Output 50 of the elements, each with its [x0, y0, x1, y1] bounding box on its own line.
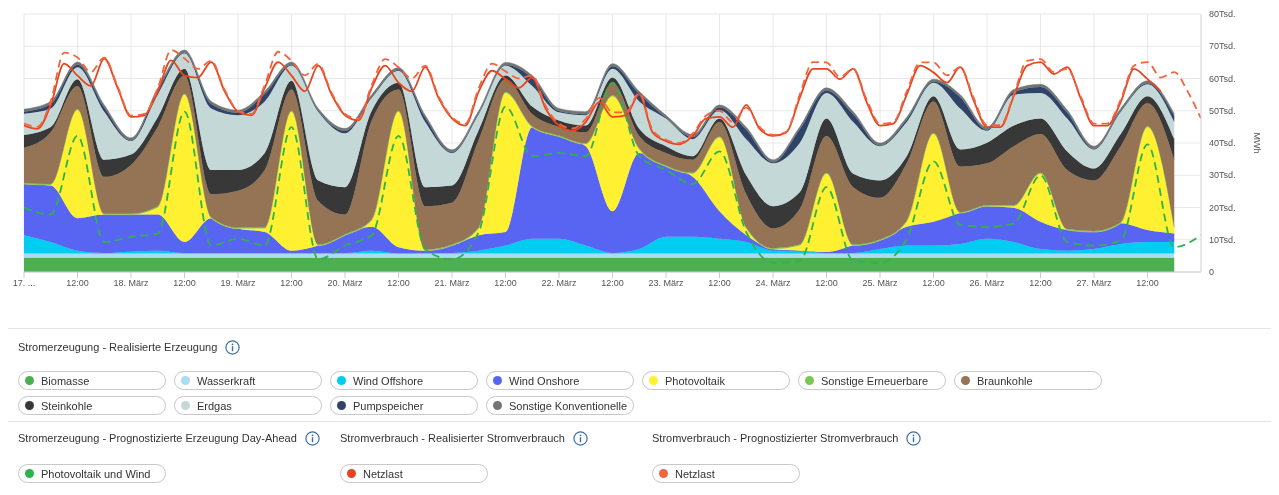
y-tick-label: 30Tsd.: [1209, 170, 1236, 181]
legend-label: Netzlast: [675, 467, 715, 480]
legend-label: Wind Offshore: [353, 374, 424, 387]
y-tick-label: 70Tsd.: [1209, 41, 1236, 52]
x-tick-label: 18. März: [113, 278, 149, 289]
x-tick-label: 12:00: [280, 278, 303, 289]
x-tick-label: 20. März: [327, 278, 363, 289]
x-tick-label: 21. März: [434, 278, 470, 289]
legend-label: Sonstige Konventionelle: [509, 399, 628, 412]
y-tick-label: 60Tsd.: [1209, 73, 1236, 84]
text: Stromerzeugung - Prognostizierte Erzeugung Day-Ahead: [18, 432, 297, 444]
x-tick-label: 22. März: [541, 278, 577, 289]
x-tick-label: 17. ...: [12, 278, 36, 289]
x-tick-label: 27. März: [1076, 278, 1112, 289]
legend-label: Wind Onshore: [509, 374, 580, 387]
y-tick-label: 40Tsd.: [1209, 138, 1236, 149]
legend-label: Photovoltaik und Wind: [41, 467, 151, 480]
x-tick-label: 19. März: [220, 278, 256, 289]
x-tick-label: 12:00: [601, 278, 624, 289]
x-tick-label: 12:00: [922, 278, 945, 289]
legend-label: Wasserkraft: [197, 374, 256, 387]
y-tick-label: 0: [1209, 267, 1215, 278]
x-tick-label: 12:00: [387, 278, 410, 289]
legend-label: Braunkohle: [977, 374, 1033, 387]
legend-label: Biomasse: [41, 374, 90, 387]
x-tick-label: 12:00: [1029, 278, 1052, 289]
x-tick-label: 12:00: [173, 278, 196, 289]
legend-label: Pumpspeicher: [353, 399, 424, 412]
x-tick-label: 26. März: [969, 278, 1005, 289]
text: Stromverbrauch - Realisierter Stromverbrauch: [340, 432, 565, 444]
text: Stromverbrauch - Prognostizierter Stromverbrauch: [652, 432, 899, 444]
x-tick-label: 25. März: [862, 278, 898, 289]
x-tick-label: 12:00: [66, 278, 89, 289]
x-tick-label: 12:00: [815, 278, 838, 289]
x-tick-label: 24. März: [755, 278, 791, 289]
text: Stromerzeugung - Realisierte Erzeugung: [18, 341, 218, 353]
y-tick-label: 50Tsd.: [1209, 105, 1236, 116]
x-tick-label: 12:00: [1136, 278, 1159, 289]
legend-label: Sonstige Erneuerbare: [821, 374, 929, 387]
legend-label: Photovoltaik: [665, 374, 725, 387]
x-tick-label: 12:00: [494, 278, 517, 289]
legend-label: Netzlast: [363, 467, 403, 480]
legend-label: Steinkohle: [41, 399, 93, 412]
legend-label: Erdgas: [197, 399, 232, 412]
y-tick-label: 10Tsd.: [1209, 234, 1236, 245]
x-tick-label: 23. März: [648, 278, 684, 289]
x-tick-label: 12:00: [708, 278, 731, 289]
y-tick-label: 20Tsd.: [1209, 202, 1236, 213]
y-tick-label: 80Tsd.: [1209, 9, 1236, 20]
y-axis-title: MWh: [1252, 132, 1262, 154]
